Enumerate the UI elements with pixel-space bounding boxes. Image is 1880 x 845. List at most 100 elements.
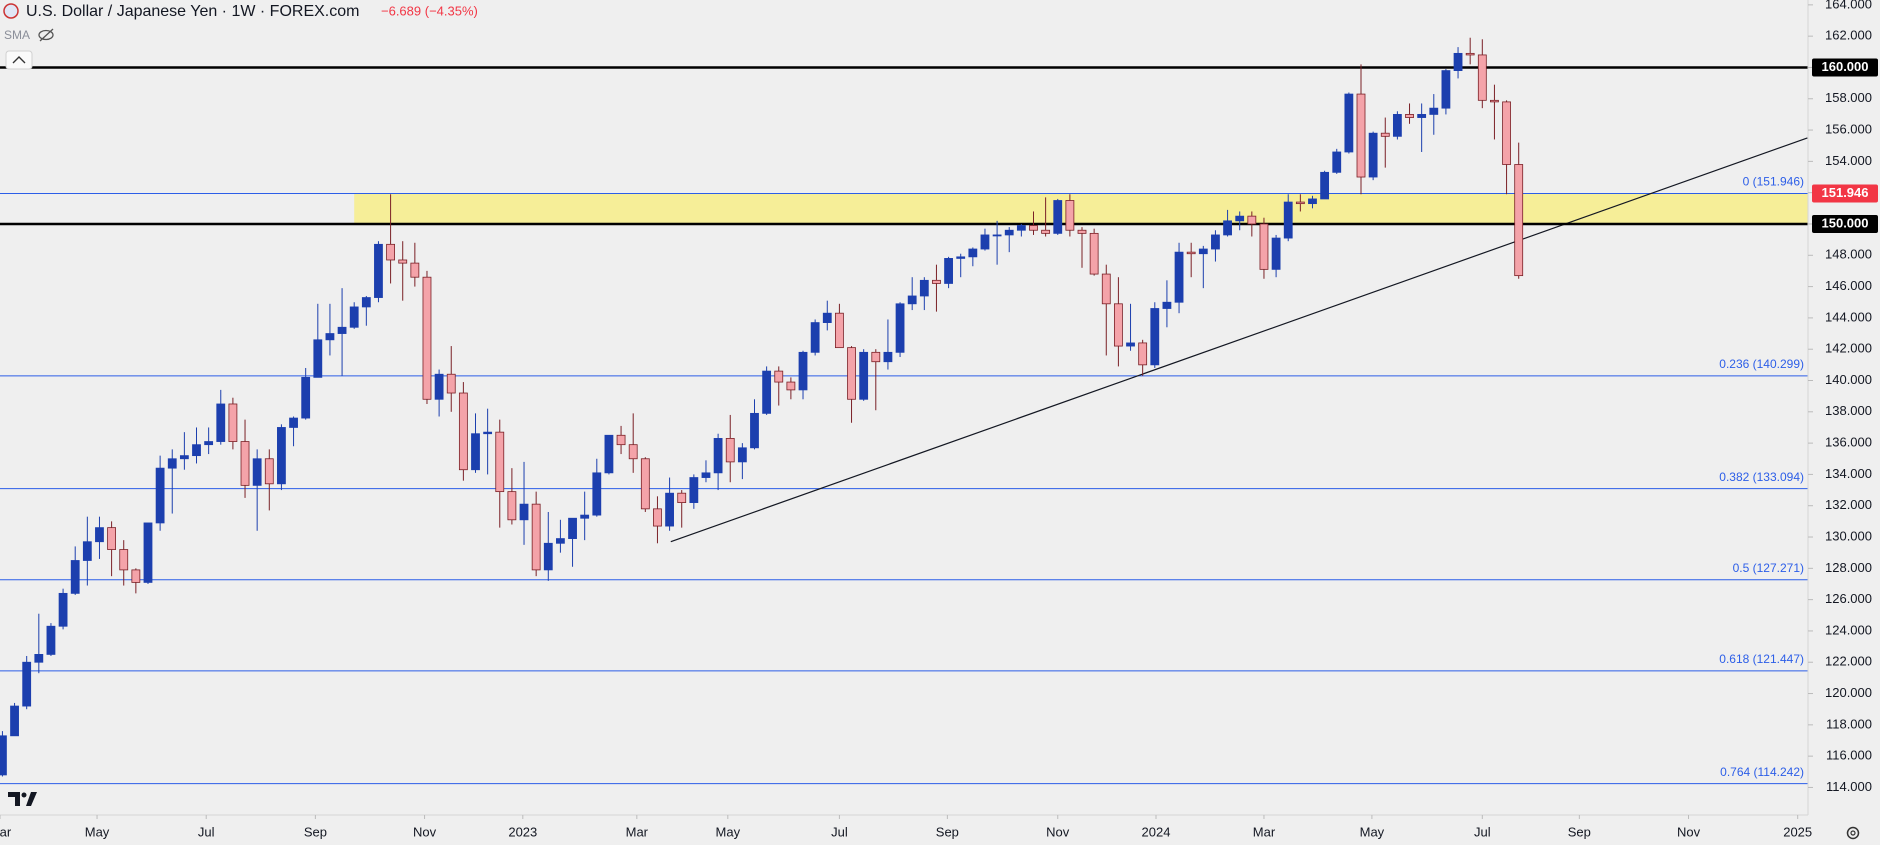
tv-logo xyxy=(8,792,37,806)
candle-body xyxy=(1308,198,1317,205)
x-tick-label: Nov xyxy=(1046,824,1070,839)
candle-body xyxy=(677,492,687,503)
candle-body xyxy=(543,542,553,571)
candle-body xyxy=(349,306,359,328)
candle-body xyxy=(1271,237,1281,270)
x-tick-label: Mar xyxy=(0,824,12,839)
candle-body xyxy=(264,458,274,485)
fib-label: 0 (151.946) xyxy=(1743,175,1804,189)
candle-body xyxy=(1490,99,1499,103)
candle-body xyxy=(980,234,990,250)
y-tick-label: 164.000 xyxy=(1825,0,1872,11)
candle-body xyxy=(34,654,44,663)
candle-body xyxy=(1502,101,1511,165)
candle-body xyxy=(568,517,577,539)
candle-body xyxy=(919,279,929,297)
candle-body xyxy=(1162,301,1172,309)
candle-body xyxy=(1004,229,1014,236)
candle-body xyxy=(713,438,723,474)
fib-label: 0.382 (133.094) xyxy=(1719,470,1804,484)
candle-body xyxy=(107,527,117,550)
candle-body xyxy=(277,427,286,485)
candle-body xyxy=(179,455,189,460)
y-tick-label: 136.000 xyxy=(1825,435,1872,450)
y-tick-label: 146.000 xyxy=(1825,278,1872,293)
y-tick-label: 162.000 xyxy=(1825,28,1872,43)
candle-body xyxy=(871,351,881,363)
candle-body xyxy=(131,569,141,583)
candle-body xyxy=(483,431,493,435)
candle-body xyxy=(519,503,529,521)
settings-icon[interactable] xyxy=(1846,826,1860,840)
candle-body xyxy=(798,351,808,391)
indicator-label[interactable]: SMA xyxy=(4,28,30,42)
candle-body xyxy=(1247,215,1257,225)
y-tick-label: 122.000 xyxy=(1825,654,1872,669)
candle-body xyxy=(10,705,19,737)
y-tick-label: 128.000 xyxy=(1825,560,1872,575)
candle-body xyxy=(616,434,626,446)
collapse-button[interactable] xyxy=(5,50,33,70)
candle-body xyxy=(1514,164,1524,277)
symbol-title[interactable]: U.S. Dollar / Japanese Yen · 1W · FOREX.… xyxy=(26,3,359,20)
candle-body xyxy=(46,625,56,655)
candle-body xyxy=(374,243,383,298)
candle-body xyxy=(847,347,856,400)
y-tick-label: 148.000 xyxy=(1825,247,1872,262)
x-tick-label: 2025 xyxy=(1783,824,1812,839)
candle-body xyxy=(167,458,177,469)
candle-body xyxy=(507,491,517,521)
y-tick-label: 116.000 xyxy=(1826,748,1872,763)
candle-body xyxy=(1344,93,1354,153)
y-tick-label: 124.000 xyxy=(1825,622,1872,637)
candle-body xyxy=(531,503,541,571)
x-tick-label: Nov xyxy=(413,824,437,839)
candle-body xyxy=(944,258,953,284)
x-tick-label: Sep xyxy=(936,824,959,839)
candle-body xyxy=(556,538,565,544)
candle-body xyxy=(434,373,444,400)
plot-area: 0 (151.946) 0.236 (140.299) 0.382 (133.094… xyxy=(0,37,1809,785)
candle-body xyxy=(1089,232,1099,275)
candle-body xyxy=(216,403,226,442)
visibility-icon[interactable] xyxy=(38,28,54,42)
x-tick-label: Mar xyxy=(1253,824,1276,839)
candle-body xyxy=(956,256,966,259)
y-tick-label: 154.000 xyxy=(1825,153,1872,168)
y-tick-label: 132.000 xyxy=(1825,497,1872,512)
candle-body xyxy=(1356,93,1366,178)
header: U.S. Dollar / Japanese Yen · 1W · FOREX.… xyxy=(3,3,478,70)
candle-body xyxy=(737,447,747,463)
candle-body xyxy=(786,381,796,391)
y-tick-label: 140.000 xyxy=(1825,372,1872,387)
candle-body xyxy=(82,541,92,561)
y-tick-label: 142.000 xyxy=(1825,341,1872,356)
y-tick-label: 118.000 xyxy=(1826,716,1872,731)
candle-body xyxy=(0,735,7,776)
candle-body xyxy=(1429,107,1439,115)
price-label: 151.946 xyxy=(1822,185,1869,200)
y-tick-label: 156.000 xyxy=(1825,122,1872,137)
x-tick-label: Sep xyxy=(304,824,327,839)
candle-body xyxy=(1295,201,1305,205)
candle-body xyxy=(1029,225,1038,231)
y-tick-label: 126.000 xyxy=(1825,591,1872,606)
candle-body xyxy=(1065,200,1075,231)
candle-body xyxy=(204,441,214,446)
symbol-flag xyxy=(3,3,19,19)
candle-body xyxy=(1053,200,1063,234)
candle-body xyxy=(471,433,480,471)
candle-body xyxy=(592,472,602,516)
fib-label: 0.764 (114.242) xyxy=(1720,765,1804,779)
candle-body xyxy=(252,458,262,486)
candle-body xyxy=(701,472,711,478)
y-tick-label: 114.000 xyxy=(1826,779,1872,794)
x-tick-label: 2023 xyxy=(508,824,537,839)
candle-body xyxy=(580,514,590,519)
candle-body xyxy=(665,492,674,527)
candle-body xyxy=(1332,151,1342,173)
candle-body xyxy=(1417,114,1427,118)
candle-body xyxy=(398,259,408,264)
candle-body xyxy=(835,312,844,349)
candle-body xyxy=(155,467,165,524)
